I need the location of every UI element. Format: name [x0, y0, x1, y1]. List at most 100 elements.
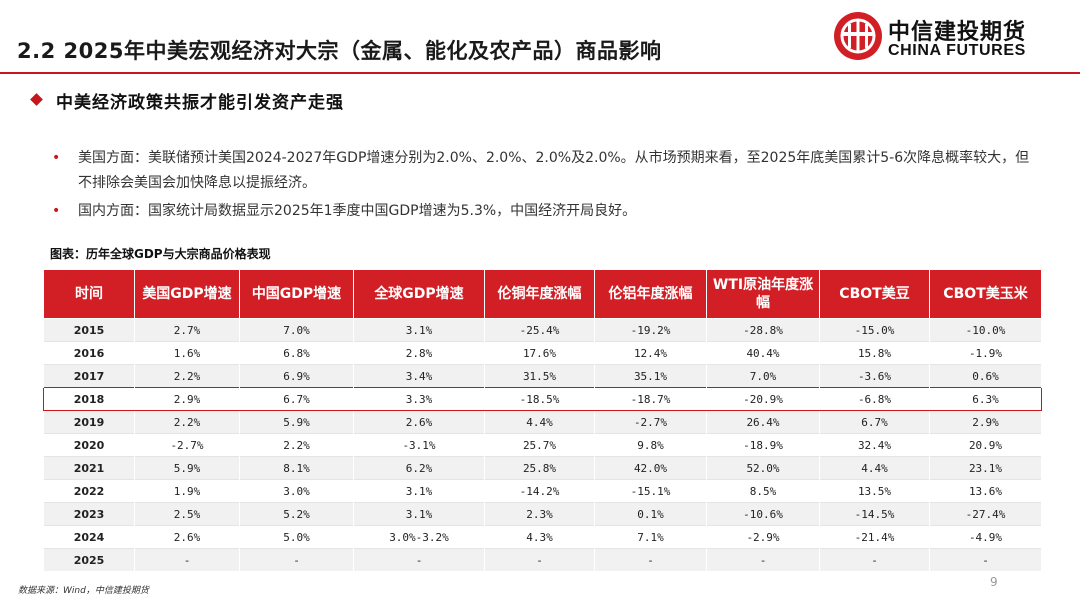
table-cell: 13.6%	[929, 479, 1042, 503]
bullet-text: 国内方面：国家统计局数据显示2025年1季度中国GDP增速为5.3%，中国经济开…	[78, 203, 637, 219]
table-row: 2024 2.6% 5.0% 3.0%-3.2% 4.3% 7.1% -2.9% -21.4%…	[43, 525, 1042, 549]
table-cell: -20.9%	[706, 387, 820, 411]
diamond-bullet-icon	[30, 93, 43, 106]
table-cell: 7.1%	[594, 525, 707, 549]
table-cell: 2.8%	[353, 341, 485, 365]
table-cell: 40.4%	[706, 341, 820, 365]
table-cell: 6.7%	[239, 387, 354, 411]
table-row: 2016 1.6% 6.8% 2.8% 17.6% 12.4% 40.4% 15.8% -1.9…	[43, 341, 1042, 365]
year-cell: 2018	[43, 387, 135, 411]
bullet-text: 美国方面：美联储预计美国2024-2027年GDP增速分别为2.0%、2.0%、…	[78, 150, 1030, 191]
table-cell: 2.5%	[134, 502, 240, 526]
table-cell: -3.6%	[819, 364, 930, 388]
header-divider	[0, 72, 1080, 74]
table-cell: 52.0%	[706, 456, 820, 480]
bullet-list: • 美国方面：美联储预计美国2024-2027年GDP增速分别为2.0%、2.0…	[50, 146, 1035, 224]
table-row: 2019 2.2% 5.9% 2.6% 4.4% -2.7% 26.4% 6.7% 2.9%	[43, 410, 1042, 434]
column-header: 伦铜年度涨幅	[484, 269, 595, 319]
year-cell: 2016	[43, 341, 135, 365]
column-header: 时间	[43, 269, 135, 319]
citic-logo-icon	[834, 12, 882, 60]
table-cell: -3.1%	[353, 433, 485, 457]
table-cell: 0.6%	[929, 364, 1042, 388]
table-cell: -	[594, 548, 707, 571]
table-cell: 6.2%	[353, 456, 485, 480]
table-caption: 图表：历年全球GDP与大宗商品价格表现	[50, 247, 271, 261]
table-cell: -	[706, 548, 820, 571]
table-cell: 13.5%	[819, 479, 930, 503]
table-cell: 6.7%	[819, 410, 930, 434]
table-cell: 1.9%	[134, 479, 240, 503]
table-cell: 2.3%	[484, 502, 595, 526]
table-cell: -21.4%	[819, 525, 930, 549]
table-cell: 42.0%	[594, 456, 707, 480]
bullet-dot-icon: •	[52, 203, 61, 219]
table-cell: -15.1%	[594, 479, 707, 503]
table-cell: -	[353, 548, 485, 571]
bullet-dot-icon: •	[52, 150, 61, 166]
table-cell: -15.0%	[819, 318, 930, 342]
year-cell: 2015	[43, 318, 135, 342]
table-cell: -	[819, 548, 930, 571]
bullet-item-us: • 美国方面：美联储预计美国2024-2027年GDP增速分别为2.0%、2.0…	[50, 146, 1035, 196]
table-cell: 0.1%	[594, 502, 707, 526]
table-cell: 3.1%	[353, 318, 485, 342]
table-cell: -	[134, 548, 240, 571]
year-cell: 2023	[43, 502, 135, 526]
table-cell: 1.6%	[134, 341, 240, 365]
table-cell: 6.9%	[239, 364, 354, 388]
table-cell: 3.0%	[239, 479, 354, 503]
table-cell: 3.3%	[353, 387, 485, 411]
year-cell: 2020	[43, 433, 135, 457]
section-heading-text: 中美经济政策共振才能引发资产走强	[56, 93, 344, 113]
table-cell: 6.3%	[929, 387, 1042, 411]
table-row: 2018 2.9% 6.7% 3.3% -18.5% -18.7% -20.9% -6.8% 6…	[43, 387, 1042, 411]
table-cell: -2.7%	[134, 433, 240, 457]
table-cell: -18.9%	[706, 433, 820, 457]
table-cell: -10.6%	[706, 502, 820, 526]
table-cell: 3.0%-3.2%	[353, 525, 485, 549]
slide-header: 2.2 2025年中美宏观经济对大宗（金属、能化及农产品）商品影响 中信建投期货…	[0, 0, 1080, 78]
table-cell: 17.6%	[484, 341, 595, 365]
table-cell: -4.9%	[929, 525, 1042, 549]
table-cell: -14.2%	[484, 479, 595, 503]
table-cell: -6.8%	[819, 387, 930, 411]
year-cell: 2021	[43, 456, 135, 480]
table-cell: 7.0%	[239, 318, 354, 342]
table-cell: 25.8%	[484, 456, 595, 480]
table-cell: 3.4%	[353, 364, 485, 388]
table-row: 2017 2.2% 6.9% 3.4% 31.5% 35.1% 7.0% -3.6% 0.6%	[43, 364, 1042, 388]
year-cell: 2022	[43, 479, 135, 503]
table-cell: 12.4%	[594, 341, 707, 365]
table-cell: 25.7%	[484, 433, 595, 457]
table-cell: 35.1%	[594, 364, 707, 388]
table-cell: -2.9%	[706, 525, 820, 549]
table-cell: -27.4%	[929, 502, 1042, 526]
column-header: 伦铝年度涨幅	[594, 269, 707, 319]
table-cell: 2.6%	[353, 410, 485, 434]
table-row: 2015 2.7% 7.0% 3.1% -25.4% -19.2% -28.8% -15.0%…	[43, 318, 1042, 342]
table-cell: -	[929, 548, 1042, 571]
table-row: 2023 2.5% 5.2% 3.1% 2.3% 0.1% -10.6% -14.5% -27.…	[43, 502, 1042, 526]
table-cell: 6.8%	[239, 341, 354, 365]
table-cell: 2.6%	[134, 525, 240, 549]
logo-chinese-text: 中信建投期货	[888, 20, 1027, 45]
table-cell: 3.1%	[353, 502, 485, 526]
table-cell: -1.9%	[929, 341, 1042, 365]
table-cell: 8.1%	[239, 456, 354, 480]
slide-title: 2.2 2025年中美宏观经济对大宗（金属、能化及农产品）商品影响	[17, 39, 662, 63]
table-row: 2020 -2.7% 2.2% -3.1% 25.7% 9.8% -18.9% 32.4% 20…	[43, 433, 1042, 457]
year-cell: 2017	[43, 364, 135, 388]
table-row: 2025- - - - - - - -	[43, 548, 1042, 571]
column-header: CBOT美豆	[819, 269, 930, 319]
column-header: 全球GDP增速	[353, 269, 485, 319]
table-cell: 23.1%	[929, 456, 1042, 480]
column-header: 美国GDP增速	[134, 269, 240, 319]
column-header: CBOT美玉米	[929, 269, 1042, 319]
gdp-commodity-table: 时间 美国GDP增速 中国GDP增速 全球GDP增速 伦铜年度涨幅 伦铝年度涨幅…	[43, 269, 1042, 571]
table-row: 2021 5.9% 8.1% 6.2% 25.8% 42.0% 52.0% 4.4% 23.1%	[43, 456, 1042, 480]
logo-english-text: CHINA FUTURES	[888, 42, 1026, 59]
table-cell: 4.4%	[819, 456, 930, 480]
year-cell: 2019	[43, 410, 135, 434]
table-cell: 5.9%	[134, 456, 240, 480]
